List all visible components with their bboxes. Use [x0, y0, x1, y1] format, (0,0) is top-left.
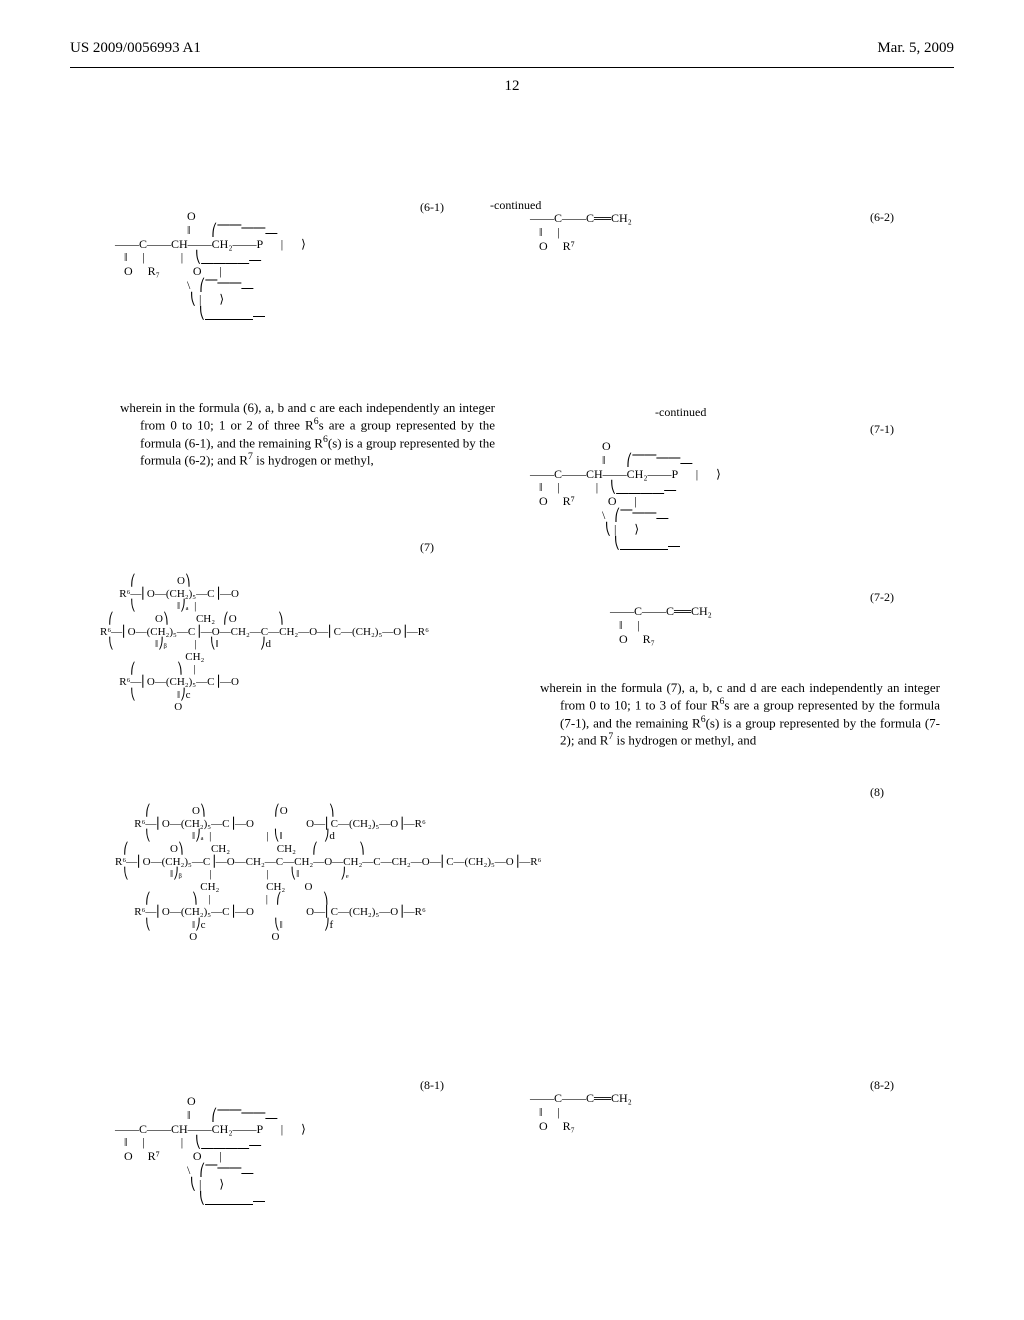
chem-structure-8-2: ——C——C══CH₂ ‖ | O R₇ [530, 1092, 632, 1133]
chem-structure-8: ⎛ O⎞ ⎛O ⎞ R⁶—⎜O—(CH₂)₅—C⎟—O O—⎜C—(CH₂)₅—… [115, 805, 541, 944]
para-formula-7: wherein in the formula (7), a, b, c and … [560, 680, 940, 749]
chem-structure-7-1: O ‖ ⎛⎺⎺⎻⎻⎼ ——C——CH——CH₂——P | ⟩ ‖ | | ⎝⎽⎽… [530, 440, 721, 550]
label-7-1: (7-1) [870, 422, 894, 437]
label-8: (8) [870, 785, 884, 800]
chem-structure-8-1: O ‖ ⎛⎺⎺⎻⎻⎼ ——C——CH——CH₂——P | ⟩ ‖ | | ⎝⎽⎽… [115, 1095, 306, 1205]
page-header: US 2009/0056993 A1 Mar. 5, 2009 [70, 40, 954, 63]
label-8-2: (8-2) [870, 1078, 894, 1093]
publication-date: Mar. 5, 2009 [877, 40, 954, 57]
label-6-2: (6-2) [870, 210, 894, 225]
chem-structure-7: ⎛ O⎞ R⁶—⎜O—(CH₂)₅—C⎟—O ⎝ ‖⎠ₐ | ⎛ O⎞ CH₂ … [100, 575, 429, 714]
label-6-1: (6-1) [420, 200, 444, 215]
label-continued-2: -continued [655, 405, 706, 420]
chem-structure-6-1: O ‖ ⎛⎺⎺⎻⎻⎼ ——C——CH——CH₂——P | ⟩ ‖ | | ⎝⎽⎽… [115, 210, 306, 320]
para-formula-6: wherein in the formula (6), a, b and c a… [140, 400, 495, 469]
header-rule [70, 67, 954, 68]
page-number: 12 [70, 78, 954, 95]
page: US 2009/0056993 A1 Mar. 5, 2009 12 (6-1)… [0, 0, 1024, 1320]
label-7: (7) [420, 540, 434, 555]
label-7-2: (7-2) [870, 590, 894, 605]
chem-structure-7-2: ——C——C══CH₂ ‖ | O R₇ [610, 605, 712, 646]
label-8-1: (8-1) [420, 1078, 444, 1093]
chem-structure-6-2: ——C——C══CH₂ ‖ | O R⁷ [530, 212, 632, 253]
patent-number: US 2009/0056993 A1 [70, 40, 201, 57]
